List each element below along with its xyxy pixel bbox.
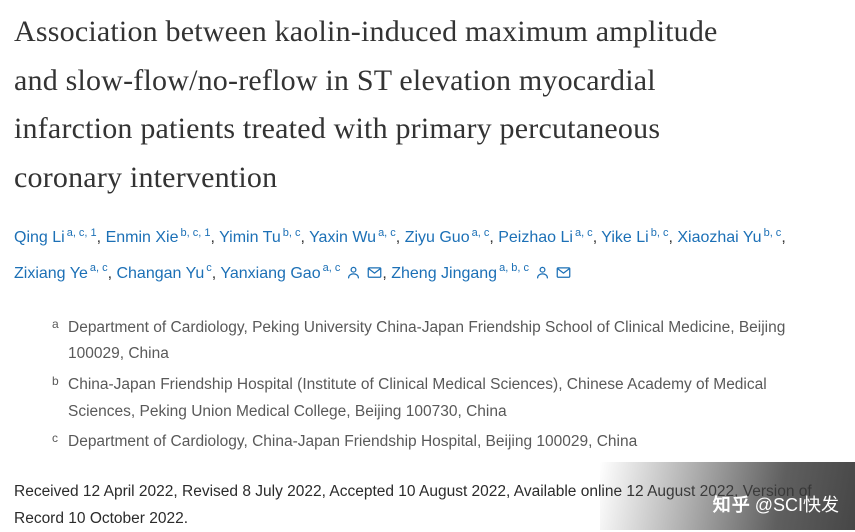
author-link[interactable]: Zheng Jingang a, b, c — [391, 262, 530, 282]
author-affiliation-sup: a, c — [574, 227, 593, 240]
article-dates: Received 12 April 2022, Revised 8 July 2… — [14, 483, 812, 528]
author-affiliation-sup: a, c, 1 — [66, 227, 97, 240]
affiliation-list: a Department of Cardiology, Peking Univer… — [52, 315, 835, 456]
author-affiliation-sup: b, c — [650, 227, 669, 240]
author-link[interactable]: Zixiang Ye a, c — [14, 262, 108, 282]
author-separator: , — [300, 229, 310, 247]
envelope-icon[interactable] — [556, 265, 571, 280]
affiliation-row: b China-Japan Friendship Hospital (Instit… — [52, 372, 835, 425]
author-link[interactable]: Yimin Tu b, c — [219, 227, 301, 247]
author-separator: , — [382, 264, 392, 282]
author-separator: , — [107, 264, 117, 282]
author-link[interactable]: Yaxin Wu a, c — [309, 227, 396, 247]
author-link[interactable]: Changan Yu c — [116, 262, 212, 282]
author-affiliation-sup: a, c — [89, 262, 108, 275]
affiliation-row: c Department of Cardiology, China-Japan F… — [52, 429, 835, 456]
affiliation-text: China-Japan Friendship Hospital (Institu… — [68, 376, 767, 420]
author-link[interactable]: Qing Li a, c, 1 — [14, 227, 97, 247]
author-link[interactable]: Yike Li b, c — [601, 227, 669, 247]
author-link[interactable]: Yanxiang Gao a, c — [220, 262, 341, 282]
author-separator: , — [668, 229, 678, 247]
author-link[interactable]: Xiaozhai Yu b, c — [677, 227, 782, 247]
affiliation-label: a — [52, 316, 59, 331]
affiliation-text: Department of Cardiology, Peking Univers… — [68, 318, 786, 363]
author-affiliation-sup: b, c — [763, 227, 782, 240]
author-list: Qing Li a, c, 1, Enmin Xie b, c, 1, Yimin … — [14, 220, 834, 290]
affiliation-row: a Department of Cardiology, Peking Univer… — [52, 315, 835, 368]
article-title: Association between kaolin-induced maxim… — [14, 15, 718, 194]
author-separator: , — [592, 229, 602, 247]
author-affiliation-sup: c — [206, 262, 212, 275]
author-link[interactable]: Peizhao Li a, c — [498, 227, 593, 247]
author-affiliation-sup: b, c — [282, 227, 301, 240]
author-affiliation-sup: a, c — [378, 227, 396, 240]
envelope-icon[interactable] — [367, 265, 382, 280]
author-affiliation-sup: a, b, c — [499, 262, 530, 275]
author-separator: , — [489, 229, 499, 247]
author-separator: , — [210, 229, 220, 247]
affiliation-text: Department of Cardiology, China-Japan Fr… — [68, 433, 638, 451]
author-separator: , — [781, 229, 786, 247]
affiliation-label: c — [52, 431, 58, 446]
author-separator: , — [211, 264, 221, 282]
person-icon[interactable] — [535, 265, 550, 280]
author-affiliation-sup: a, c — [322, 262, 341, 275]
author-link[interactable]: Ziyu Guo a, c — [404, 227, 490, 247]
author-affiliation-sup: b, c, 1 — [180, 227, 211, 240]
author-link[interactable]: Enmin Xie b, c, 1 — [105, 227, 211, 247]
author-affiliation-sup: a, c — [471, 227, 490, 240]
author-separator: , — [96, 229, 106, 247]
affiliation-label: b — [52, 374, 59, 389]
author-separator: , — [395, 229, 405, 247]
person-icon[interactable] — [346, 265, 361, 280]
